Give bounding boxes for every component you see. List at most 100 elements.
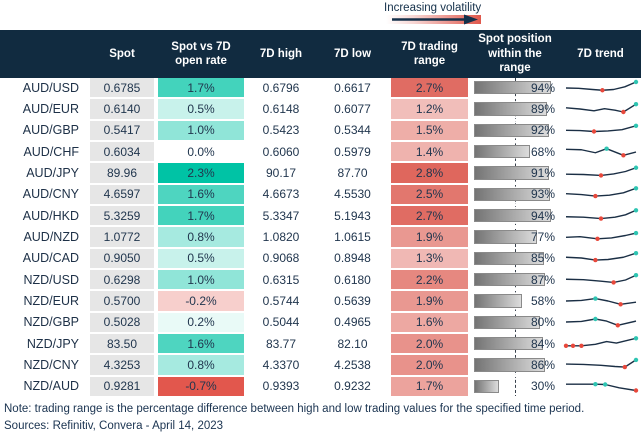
header-7d-trend: 7D trend — [577, 47, 624, 60]
footnote: Note: trading range is the percentage di… — [4, 403, 585, 415]
7d-trend-sparkline — [560, 142, 641, 164]
7d-trading-range-heatcell: 1.9% — [389, 291, 470, 313]
table-row: AUD/JPY 89.96 2.3% 90.17 87.70 2.8% 91% — [0, 163, 641, 185]
spot-vs-open-heatcell: 0.8% — [156, 227, 246, 249]
position-percent-label: 84% — [530, 336, 555, 351]
7d-trading-range-heatcell: 1.5% — [389, 120, 470, 143]
spot-value: 83.50 — [88, 334, 156, 356]
7d-high-value: 5.3347 — [246, 206, 316, 228]
position-bar — [474, 166, 549, 180]
7d-trend-sparkline — [560, 227, 641, 249]
7d-low-value: 0.9232 — [316, 377, 389, 399]
7d-high-value: 1.0820 — [246, 227, 316, 249]
position-bar — [474, 145, 530, 159]
7d-high-value: 83.77 — [246, 334, 316, 356]
currency-pair-label: AUD/NZD — [0, 227, 88, 249]
currency-pair-label: AUD/CHF — [0, 142, 88, 164]
spot-value: 4.3253 — [88, 355, 156, 377]
table-row: AUD/NZD 1.0772 0.8% 1.0820 1.0615 1.9% 7… — [0, 227, 641, 249]
spot-position-cell: 30% — [470, 376, 560, 399]
spot-vs-open-heatcell: 1.7% — [156, 206, 246, 228]
spot-position-cell: 92% — [470, 120, 560, 143]
spot-position-cell: 89% — [470, 99, 560, 121]
currency-pair-label: AUD/JPY — [0, 163, 88, 185]
position-percent-label: 58% — [530, 294, 555, 309]
spot-position-cell: 58% — [470, 291, 560, 313]
position-bar — [474, 209, 552, 223]
header-7d-high: 7D high — [259, 47, 303, 60]
position-percent-label: 92% — [530, 123, 555, 138]
currency-pair-label: NZD/EUR — [0, 291, 88, 313]
7d-low-value: 0.5639 — [316, 291, 389, 313]
7d-high-value: 0.5423 — [246, 121, 316, 143]
spot-value: 0.6298 — [88, 270, 156, 292]
volatility-gradient-bar — [386, 14, 481, 25]
7d-high-value: 90.17 — [246, 163, 316, 185]
table-row: NZD/EUR 0.5700 -0.2% 0.5744 0.5639 1.9% … — [0, 291, 641, 313]
spot-vs-open-heatcell: -0.7% — [156, 376, 246, 399]
7d-trend-sparkline — [560, 99, 641, 121]
spot-vs-open-heatcell: 0.2% — [156, 312, 246, 335]
7d-trend-sparkline — [560, 185, 641, 207]
7d-low-value: 87.70 — [316, 163, 389, 185]
table-body: AUD/USD 0.6785 1.7% 0.6796 0.6617 2.7% 9… — [0, 78, 641, 399]
7d-trend-sparkline — [560, 355, 641, 377]
spot-vs-open-heatcell: 1.0% — [156, 120, 246, 143]
position-bar — [474, 358, 545, 372]
7d-trading-range-heatcell: 2.0% — [389, 355, 470, 377]
position-bar — [474, 102, 547, 116]
7d-trading-range-heatcell: 2.5% — [389, 184, 470, 207]
currency-pair-label: AUD/USD — [0, 78, 88, 100]
7d-low-value: 0.6180 — [316, 270, 389, 292]
7d-high-value: 0.9393 — [246, 377, 316, 399]
position-bar — [474, 187, 551, 202]
spot-vs-open-heatcell: 1.7% — [156, 78, 246, 100]
table-row: NZD/AUD 0.9281 -0.7% 0.9393 0.9232 1.7% … — [0, 376, 641, 399]
spot-position-cell: 77% — [470, 227, 560, 249]
7d-trend-sparkline — [560, 206, 641, 228]
table-row: NZD/USD 0.6298 1.0% 0.6315 0.6180 2.2% 8… — [0, 270, 641, 292]
spot-position-cell: 80% — [470, 312, 560, 335]
table-row: AUD/EUR 0.6140 0.5% 0.6148 0.6077 1.2% 8… — [0, 99, 641, 121]
table-row: AUD/HKD 5.3259 1.7% 5.3347 5.1943 2.7% 9… — [0, 206, 641, 228]
header-spot-position: Spot position within the range — [478, 33, 552, 75]
position-percent-label: 30% — [530, 379, 555, 394]
currency-pair-label: AUD/HKD — [0, 206, 88, 228]
position-bar — [474, 294, 522, 308]
7d-low-value: 1.0615 — [316, 227, 389, 249]
table-row: AUD/CAD 0.9050 0.5% 0.9068 0.8948 1.3% 8… — [0, 248, 641, 271]
spot-value: 4.6597 — [88, 184, 156, 207]
currency-pair-label: AUD/EUR — [0, 99, 88, 121]
header-7d-low: 7D low — [333, 47, 372, 60]
7d-trading-range-heatcell: 2.8% — [389, 163, 470, 185]
7d-high-value: 0.6148 — [246, 99, 316, 121]
spot-vs-open-heatcell: 2.3% — [156, 163, 246, 185]
currency-pair-label: NZD/USD — [0, 270, 88, 292]
table-row: NZD/JPY 83.50 1.6% 83.77 82.10 2.0% 84% — [0, 334, 641, 356]
7d-high-value: 4.3370 — [246, 355, 316, 377]
7d-trading-range-heatcell: 2.2% — [389, 270, 470, 292]
7d-trading-range-heatcell: 1.7% — [389, 376, 470, 399]
position-percent-label: 94% — [530, 208, 555, 223]
currency-pair-label: AUD/CAD — [0, 249, 88, 271]
spot-position-cell: 91% — [470, 163, 560, 185]
7d-high-value: 0.6796 — [246, 78, 316, 100]
header-7d-trading-range: 7D trading range — [401, 40, 458, 67]
7d-trading-range-heatcell: 2.0% — [389, 334, 470, 356]
table-row: NZD/CNY 4.3253 0.8% 4.3370 4.2538 2.0% 8… — [0, 355, 641, 377]
7d-trend-sparkline — [560, 377, 641, 399]
spot-position-cell: 85% — [470, 248, 560, 271]
position-percent-label: 93% — [530, 187, 555, 202]
position-percent-label: 86% — [530, 358, 555, 373]
position-percent-label: 89% — [530, 102, 555, 117]
spot-value: 5.3259 — [88, 206, 156, 228]
spot-vs-open-heatcell: 1.6% — [156, 184, 246, 207]
spot-value: 0.9050 — [88, 248, 156, 271]
7d-low-value: 0.5979 — [316, 142, 389, 164]
7d-high-value: 0.5744 — [246, 291, 316, 313]
7d-trading-range-heatcell: 2.7% — [389, 206, 470, 228]
7d-high-value: 0.6315 — [246, 270, 316, 292]
spot-position-cell: 94% — [470, 78, 560, 100]
position-bar — [474, 315, 540, 330]
spot-value: 0.5417 — [88, 120, 156, 143]
